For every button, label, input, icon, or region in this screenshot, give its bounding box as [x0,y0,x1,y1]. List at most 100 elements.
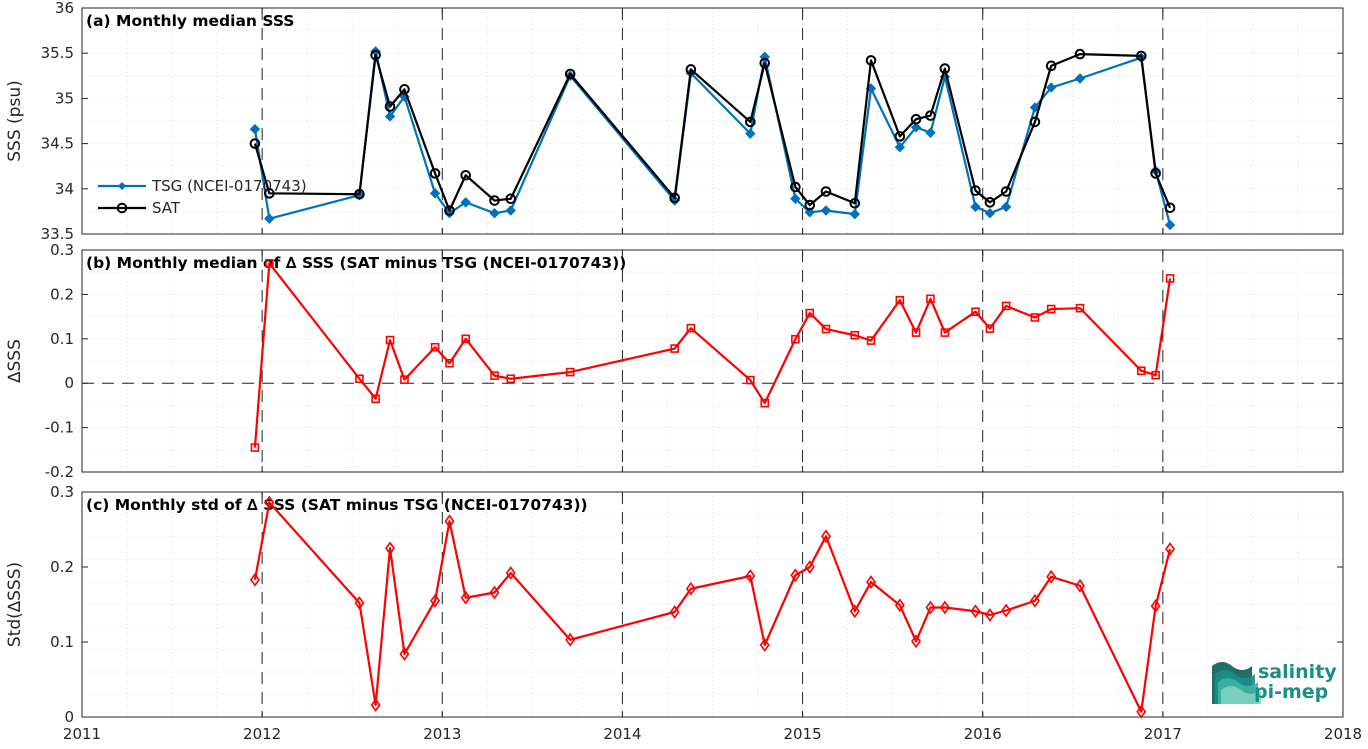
data-point [685,581,696,596]
data-point [385,335,395,345]
panel-title: (a) Monthly median SSS [86,12,294,30]
series-line [253,50,1172,226]
legend: TSG (NCEI-0170743) SAT [98,177,307,217]
panel-title: (b) Monthly median of ∆ SSS (SAT minus T… [86,254,626,272]
data-point [1135,50,1147,62]
data-point [429,188,441,199]
panel-c: 0 0.1 0.2 0.3 2011 2012 2013 2014 2015 2016 2017 20… [5,483,1362,743]
data-point [1150,168,1161,179]
data-point [926,294,935,304]
data-point [505,566,516,580]
data-point [1074,73,1086,84]
data-point [925,600,936,615]
x-tick-label: 2018 [1324,725,1362,743]
data-point [745,569,756,583]
y-tick-label: 0.2 [50,285,74,303]
data-point [939,600,950,615]
data-point [820,186,832,197]
data-point [985,324,995,333]
salinity-pi-mep-logo: salinity pi-mep [1212,661,1337,704]
data-point [384,101,396,112]
data-point [505,205,516,216]
data-point [1075,578,1085,593]
data-point [895,295,905,305]
data-point [1164,202,1176,214]
panel-title: (c) Monthly std of ∆ SSS (SAT minus TSG … [86,496,588,514]
data-point [506,374,516,384]
data-point [805,308,815,318]
data-point [910,113,922,125]
data-point [1075,303,1085,313]
data-point [910,122,922,133]
data-point [444,205,455,216]
data-point [264,213,275,224]
data-point [970,201,981,213]
y-tick-label: -0.2 [45,463,74,481]
series-tsg-ncei-0170743- [249,46,1176,231]
data-point [1000,186,1012,197]
data-point [1029,102,1041,113]
data-point [444,208,455,219]
data-point [264,495,275,510]
series-line [253,262,1172,448]
data-point [505,193,517,205]
data-point [866,575,877,589]
data-point [384,111,396,122]
data-point [790,181,801,193]
data-point [460,197,471,208]
data-point [745,128,756,139]
data-point [849,604,860,619]
data-point [791,334,800,344]
y-tick-label: 35.5 [41,44,74,62]
data-point [685,64,697,75]
data-point [804,199,816,211]
data-point [1000,201,1012,213]
panel-a: 33.5 34 34.5 35 35.5 36 SSS (psu) (a) Monthly m… [5,0,1344,243]
x-tick-label: 2012 [243,725,281,743]
data-point [760,398,770,408]
legend-label: SAT [152,199,181,217]
data-point [669,195,680,206]
data-point [940,328,950,337]
logo-wave [1221,686,1261,704]
legend-marker [118,182,126,190]
data-point [249,123,261,135]
data-point [759,57,771,69]
y-tick-label: 0 [64,708,74,726]
y-tick-label: 35 [55,89,74,107]
data-point [490,371,499,380]
data-point [970,185,981,196]
y-tick-label: 36 [55,0,74,17]
data-point [894,142,906,153]
data-point [460,169,472,181]
y-tick-label: 33.5 [41,225,74,243]
series-line [253,53,1172,212]
data-point [849,208,861,220]
data-point [1029,116,1041,128]
y-tick-label: 0.3 [50,241,74,259]
data-point [489,208,500,219]
logo-waves-icon [1212,662,1261,704]
data-point [790,193,801,204]
legend-label: TSG (NCEI-0170743) [151,177,307,195]
data-point [1001,301,1011,311]
data-point [400,375,409,384]
x-tick-label: 2014 [603,725,641,743]
data-point [669,605,680,619]
data-point [866,336,876,345]
data-point [745,116,756,128]
data-point [444,514,455,529]
data-point [911,634,922,649]
data-point [249,138,261,149]
y-axis-label: SSS (psu) [5,80,25,161]
data-point [849,197,861,209]
data-point [250,443,260,452]
series-delta-0 [249,495,1176,719]
data-point [821,324,831,334]
data-point [1136,366,1146,376]
y-tick-label: 0.1 [50,633,74,651]
data-point [249,572,260,587]
data-point [925,110,936,121]
data-point [399,647,410,661]
